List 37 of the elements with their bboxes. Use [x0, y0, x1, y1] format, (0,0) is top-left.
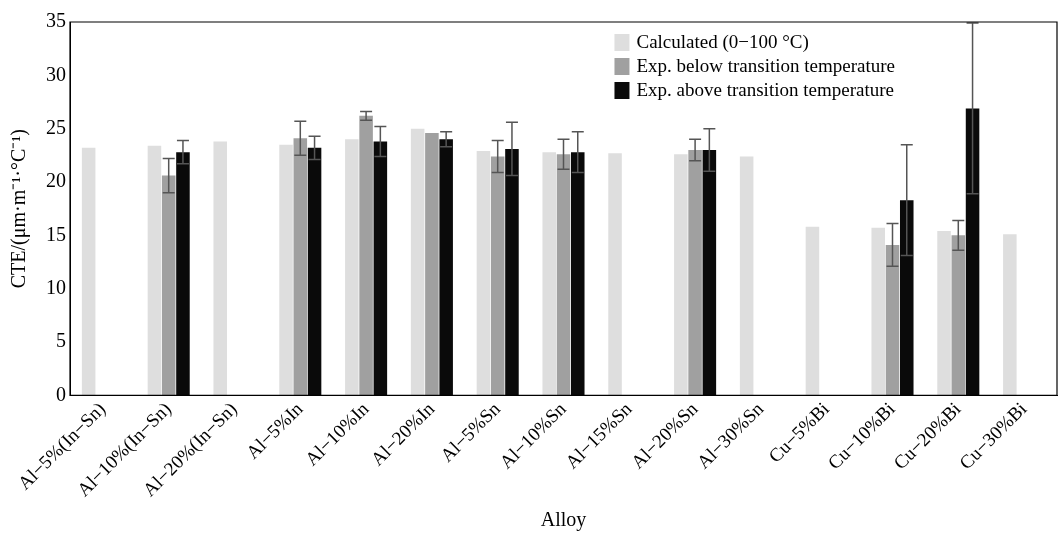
bar	[951, 235, 966, 396]
legend-label: Exp. below transition temperature	[636, 54, 896, 76]
bar	[937, 231, 951, 396]
y-tick-label: 20	[46, 169, 66, 192]
bar	[739, 156, 754, 396]
bar	[345, 139, 359, 396]
x-axis-title: Alloy	[540, 508, 587, 532]
bar	[556, 154, 571, 396]
y-tick-label: 15	[46, 222, 66, 245]
bar	[476, 151, 491, 396]
y-tick-label: 5	[56, 329, 66, 352]
bar	[688, 150, 702, 396]
bar	[161, 175, 176, 396]
y-tick-label: 0	[56, 382, 66, 405]
bar	[608, 153, 622, 396]
y-tick-label: 25	[46, 115, 66, 138]
bar	[1003, 234, 1017, 396]
legend-label: Calculated (0−100 °C)	[636, 30, 809, 53]
bar	[871, 227, 886, 396]
y-tick-label: 30	[46, 62, 66, 85]
bar	[279, 144, 293, 396]
bar	[542, 152, 557, 396]
bar	[425, 132, 439, 396]
bar	[805, 226, 820, 396]
y-tick-label: 10	[46, 275, 66, 298]
y-axis-title: CTE/(μm·m⁻¹·°C⁻¹)	[7, 129, 31, 289]
bar	[293, 138, 308, 396]
bar	[490, 156, 505, 396]
bar	[147, 145, 162, 396]
bar	[359, 115, 373, 396]
bar	[885, 244, 900, 396]
bar	[674, 154, 688, 396]
y-tick-label: 35	[46, 9, 66, 32]
bar	[81, 147, 96, 396]
legend-label: Exp. above transition temperature	[636, 78, 894, 100]
bar	[213, 141, 228, 396]
bar	[410, 128, 425, 396]
